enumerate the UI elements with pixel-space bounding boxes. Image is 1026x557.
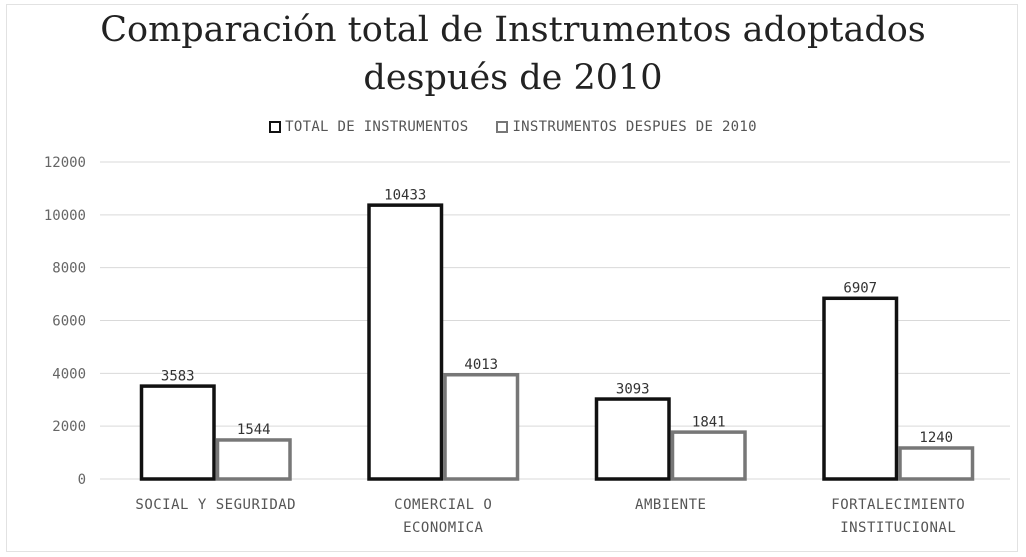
x-tick-label-cat0-line0: SOCIAL Y SEGURIDAD (135, 497, 296, 513)
y-tick-label-6000: 6000 (52, 314, 86, 330)
data-label-series0-cat2: 3093 (616, 381, 650, 397)
y-tick-label-8000: 8000 (52, 261, 86, 277)
bar-series0-cat1 (369, 205, 442, 479)
x-tick-label-cat1-line1: ECONOMICA (403, 520, 483, 536)
bar-series0-cat3 (824, 298, 897, 479)
bar-series1-cat0 (218, 440, 291, 479)
bar-series0-cat0 (142, 386, 215, 479)
data-label-series1-cat2: 1841 (692, 414, 726, 430)
data-label-series1-cat3: 1240 (919, 430, 953, 446)
x-tick-label-cat3-line1: INSTITUCIONAL (840, 520, 956, 536)
x-tick-label-cat1-line0: COMERCIAL O (394, 497, 492, 513)
bar-series1-cat2 (673, 432, 746, 479)
y-tick-label-2000: 2000 (52, 419, 86, 435)
bar-series0-cat2 (597, 399, 670, 479)
y-tick-label-10000: 10000 (44, 208, 86, 224)
data-label-series1-cat0: 1544 (237, 422, 271, 438)
data-label-series0-cat1: 10433 (384, 187, 426, 203)
y-tick-label-0: 0 (78, 472, 86, 488)
data-label-series0-cat0: 3583 (161, 368, 195, 384)
y-tick-label-12000: 12000 (44, 155, 86, 171)
data-label-series1-cat1: 4013 (464, 357, 498, 373)
bar-series1-cat3 (900, 448, 973, 479)
y-tick-label-4000: 4000 (52, 366, 86, 382)
x-tick-label-cat3-line0: FORTALECIMIENTO (831, 497, 965, 513)
x-tick-label-cat2-line0: AMBIENTE (635, 497, 706, 513)
data-label-series0-cat3: 6907 (843, 281, 877, 297)
bar-series1-cat1 (445, 375, 518, 479)
